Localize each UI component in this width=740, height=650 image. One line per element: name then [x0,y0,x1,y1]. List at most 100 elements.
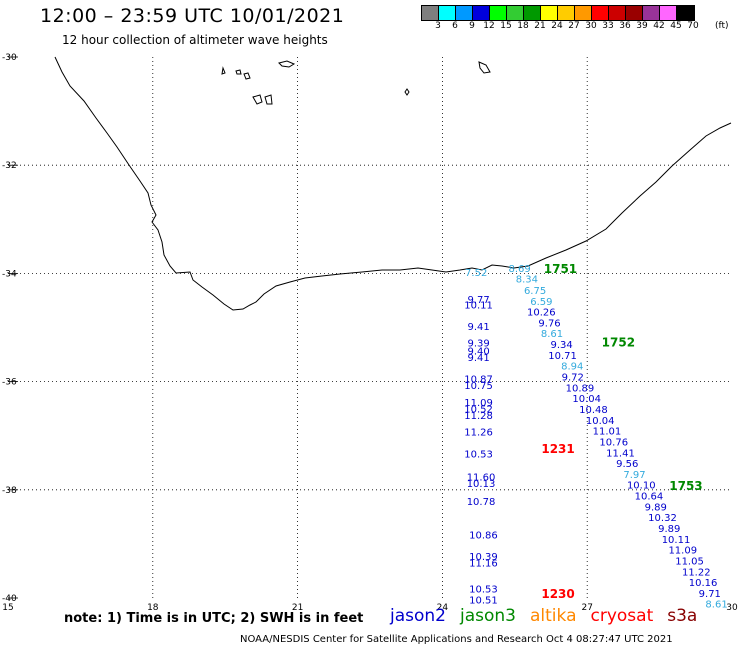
color-scale-label: 70 [687,21,699,31]
latitude-label: -38 [2,486,17,496]
wave-height-value: 7.52 [465,268,487,279]
wave-height-value: 9.39 [467,338,489,349]
wave-height-value: 10.53 [464,449,493,460]
map-frame [8,56,18,599]
latitude-label: -40 [2,594,17,604]
wave-height-value: 8.69 [508,264,530,275]
wave-height-value: 11.60 [467,473,496,484]
south-africa-coastline [54,56,732,311]
wave-height-value: 9.77 [467,295,489,306]
color-scale-label: 21 [534,21,546,31]
color-scale-label: 15 [500,21,512,31]
satellite-legend: jason2 jason3 altika cryosat s3a [390,606,711,626]
color-swatch-33 [592,6,609,20]
color-swatch-42 [643,6,660,20]
latitude-label: -30 [2,53,17,63]
island-2 [235,69,242,75]
wave-height-value: 10.87 [464,375,493,386]
color-swatch-9 [456,6,473,20]
color-swatch-39 [626,6,643,20]
longitude-label: 15 [2,603,13,613]
pass-time-label: 1230 [541,587,574,601]
color-scale-label: 45 [670,21,682,31]
island-5 [264,94,273,105]
longitude-label: 27 [581,603,592,613]
wave-height-value: 9.41 [467,353,489,364]
coastline [54,56,732,311]
island-6 [278,60,296,68]
latitude-label: -34 [2,269,17,279]
color-scale-label: 36 [619,21,631,31]
legend-cryosat: cryosat [590,606,654,626]
color-swatch-30 [575,6,592,20]
legend-jason3: jason3 [460,606,516,626]
island-1 [221,66,226,75]
wave-height-value: 10.76 [599,437,628,448]
map-subtitle: 12 hour collection of altimeter wave hei… [62,33,328,47]
wave-height-value: 10.11 [662,535,691,546]
color-swatch-15 [490,6,507,20]
color-scale-unit: (ft) [715,21,729,31]
wave-height-value: 9.40 [467,347,489,358]
wave-height-value: 8.34 [516,275,538,286]
lat-lon-grid [8,57,732,598]
color-scale-label: 33 [602,21,614,31]
island-7 [404,88,410,96]
wave-height-value: 10.11 [464,301,493,312]
legend-jason2: jason2 [390,606,446,626]
color-scale-label: 42 [653,21,665,31]
wave-height-value: 10.16 [689,578,718,589]
wave-height-value: 9.41 [467,322,489,333]
wave-height-value: 8.61 [541,329,563,340]
color-swatch-12 [473,6,490,20]
wave-height-value: 10.52 [464,404,493,415]
longitude-label: 21 [292,603,303,613]
color-scale-label: 3 [435,21,441,31]
wave-height-value: 10.32 [648,513,677,524]
wave-height-value: 10.78 [467,497,496,508]
wave-height-value: 10.86 [469,530,498,541]
wave-height-value: 9.89 [645,502,667,513]
latitude-labels: -30 -32 -34 -36 -38 -40 [2,53,17,604]
color-swatch-21 [524,6,541,20]
wave-height-value: 10.39 [469,552,498,563]
wave-height-value: 10.75 [464,381,493,392]
color-swatch-24 [541,6,558,20]
wave-height-value: 7.97 [623,470,645,481]
color-swatch-45 [660,6,677,20]
wave-height-value: 11.09 [464,398,493,409]
color-swatch-6 [439,6,456,20]
wave-height-value: 9.71 [699,589,721,600]
color-scale-label: 27 [568,21,580,31]
wave-height-value: 9.72 [562,373,584,384]
wave-height-value: 10.04 [586,416,615,427]
color-swatch-70 [677,6,694,20]
longitude-label: 18 [147,603,159,613]
island-4 [252,94,263,105]
wave-height-color-scale [421,5,695,21]
legend-s3a: s3a [667,606,698,626]
color-scale-label: 30 [585,21,597,31]
wave-height-value: 9.34 [550,340,572,351]
wave-height-value: 9.76 [538,318,560,329]
wave-height-observations: 7.52 8.698.346.756.5910.269.768.619.3410.… [464,264,727,611]
color-scale-label: 12 [483,21,495,31]
wave-height-value: 10.51 [469,595,498,606]
island-3 [243,72,251,80]
map-title: 12:00 – 23:59 UTC 10/01/2021 [40,5,345,27]
color-swatch-18 [507,6,524,20]
wave-height-value: 10.53 [469,585,498,596]
units-note: note: 1) Time is in UTC; 2) SWH is in fe… [64,611,364,626]
color-swatch-27 [558,6,575,20]
wave-height-value: 10.89 [566,383,595,394]
wave-height-value: 11.01 [593,427,622,438]
color-swatch-3 [422,6,439,20]
wave-height-value: 10.04 [572,394,601,405]
wave-height-value: 10.64 [635,492,664,503]
latitude-label: -32 [2,161,17,171]
wave-height-value: 11.05 [675,556,704,567]
longitude-label: 24 [437,603,449,613]
color-swatch-36 [609,6,626,20]
pass-time-label: 1231 [541,442,574,456]
